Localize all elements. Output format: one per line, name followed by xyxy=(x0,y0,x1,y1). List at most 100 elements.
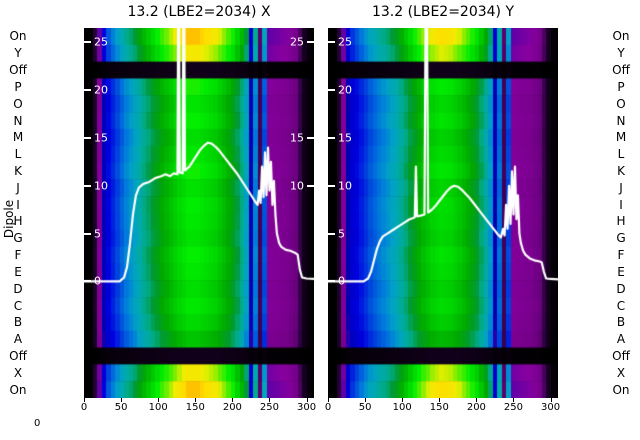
axis-row-label-right: C xyxy=(616,298,626,313)
line-y-tick-mark xyxy=(328,41,335,44)
x-tick-label: 200 xyxy=(466,402,486,413)
axis-row-label-right: H xyxy=(616,214,626,229)
line-y-tick-mark xyxy=(328,89,335,92)
axis-row-label-right: On xyxy=(612,382,630,397)
x-tick-label: 200 xyxy=(222,402,242,413)
axis-row-label-right: Y xyxy=(617,46,625,61)
x-tick-mark xyxy=(269,398,271,402)
x-tick-label: 0 xyxy=(324,402,332,413)
axis-row-label-right: On xyxy=(612,29,630,44)
line-y-tick-mark-right xyxy=(307,184,314,187)
x-tick-label: 150 xyxy=(429,402,449,413)
x-tick-label: 100 xyxy=(148,402,168,413)
line-y-tick-label-right: 25 xyxy=(290,35,304,49)
axis-row-label-right: I xyxy=(619,197,623,212)
line-y-tick-mark xyxy=(328,280,335,283)
axis-row-label-left: D xyxy=(13,281,23,296)
line-y-tick-mark xyxy=(84,184,91,187)
x-tick-mark xyxy=(513,398,515,402)
heatmap-canvas-y xyxy=(328,28,558,398)
x-tick-mark xyxy=(476,398,478,402)
axis-row-label-left: L xyxy=(14,147,22,162)
x-tick-label: 50 xyxy=(114,402,128,413)
x-tick-label: 300 xyxy=(541,402,561,413)
line-y-tick-label: 15 xyxy=(338,131,352,145)
axis-row-label-right: B xyxy=(616,315,626,330)
line-y-tick-mark xyxy=(84,280,91,283)
axis-row-label-right: F xyxy=(617,248,625,263)
axis-row-label-left: On xyxy=(9,382,27,397)
x-tick-label: 100 xyxy=(392,402,412,413)
x-tick-mark xyxy=(328,398,329,402)
x-tick-label: 250 xyxy=(259,402,280,413)
panel-title-x: 13.2 (LBE2=2034) X xyxy=(127,4,271,20)
line-y-tick-mark xyxy=(328,232,335,235)
line-y-tick-mark xyxy=(84,41,91,44)
axis-row-label-left: P xyxy=(14,79,22,94)
axis-row-label-right: J xyxy=(619,180,623,195)
axis-row-label-left: A xyxy=(13,332,23,347)
axis-row-label-right: X xyxy=(616,365,626,380)
line-y-tick-label: 25 xyxy=(338,35,352,49)
x-tick-mark xyxy=(232,398,234,402)
line-y-tick-label: 0 xyxy=(338,274,345,288)
line-y-tick-label-right: 10 xyxy=(290,179,304,193)
axis-row-label-left: B xyxy=(13,315,23,330)
axis-row-label-right: K xyxy=(617,163,625,178)
x-tick-label: 300 xyxy=(297,402,317,413)
axis-row-label-left: H xyxy=(13,214,23,229)
line-y-tick-label: 10 xyxy=(94,179,108,193)
x-tick-label: 150 xyxy=(185,402,205,413)
line-y-tick-label: 20 xyxy=(338,83,352,97)
axis-row-label-right: Off xyxy=(612,63,630,78)
x-tick-mark xyxy=(439,398,441,402)
line-y-tick-mark xyxy=(328,184,335,187)
axis-row-label-right: D xyxy=(616,281,626,296)
axis-row-label-left: O xyxy=(13,96,23,111)
x-tick-mark xyxy=(121,398,123,402)
axis-row-label-right: P xyxy=(617,79,625,94)
axis-row-label-left: I xyxy=(16,197,20,212)
x-tick-mark xyxy=(158,398,160,402)
axis-row-label-left: N xyxy=(13,113,23,128)
heatmap-canvas-x xyxy=(84,28,314,398)
line-y-tick-mark-right xyxy=(307,136,314,139)
axis-row-label-right: M xyxy=(615,130,627,145)
axis-row-label-left: X xyxy=(13,365,23,380)
x-tick-mark xyxy=(195,398,197,402)
axis-row-label-right: N xyxy=(616,113,626,128)
line-y-tick-label: 10 xyxy=(338,179,352,193)
line-y-tick-mark xyxy=(84,232,91,235)
heatmap-panel-x xyxy=(84,28,314,398)
axis-row-label-left: M xyxy=(12,130,24,145)
line-y-tick-label: 25 xyxy=(94,35,108,49)
axis-row-label-right: G xyxy=(616,231,626,246)
axis-row-label-right: L xyxy=(617,147,625,162)
axis-row-label-left: E xyxy=(14,264,22,279)
axis-row-label-left: Y xyxy=(14,46,22,61)
line-y-tick-mark-right xyxy=(307,41,314,44)
line-y-tick-label: 20 xyxy=(94,83,108,97)
axis-row-label-left: J xyxy=(16,180,20,195)
x-tick-mark xyxy=(402,398,404,402)
x-tick-mark xyxy=(365,398,367,402)
axis-row-label-left: C xyxy=(13,298,23,313)
heatmap-panel-y xyxy=(328,28,558,398)
x-tick-mark xyxy=(84,398,85,402)
stray-zero-label: 0 xyxy=(34,418,41,429)
x-tick-label: 0 xyxy=(80,402,88,413)
panel-title-y: 13.2 (LBE2=2034) Y xyxy=(371,4,515,20)
axis-row-label-left: Off xyxy=(9,348,27,363)
axis-row-label-right: Off xyxy=(612,348,630,363)
line-y-tick-label: 15 xyxy=(94,131,108,145)
axis-row-label-left: K xyxy=(14,163,22,178)
axis-row-label-right: E xyxy=(617,264,625,279)
line-y-tick-label: 5 xyxy=(338,227,345,241)
axis-row-label-right: O xyxy=(616,96,626,111)
axis-row-label-left: On xyxy=(9,29,27,44)
x-tick-mark xyxy=(550,398,552,402)
axis-row-label-right: A xyxy=(616,332,626,347)
line-y-tick-mark xyxy=(84,136,91,139)
